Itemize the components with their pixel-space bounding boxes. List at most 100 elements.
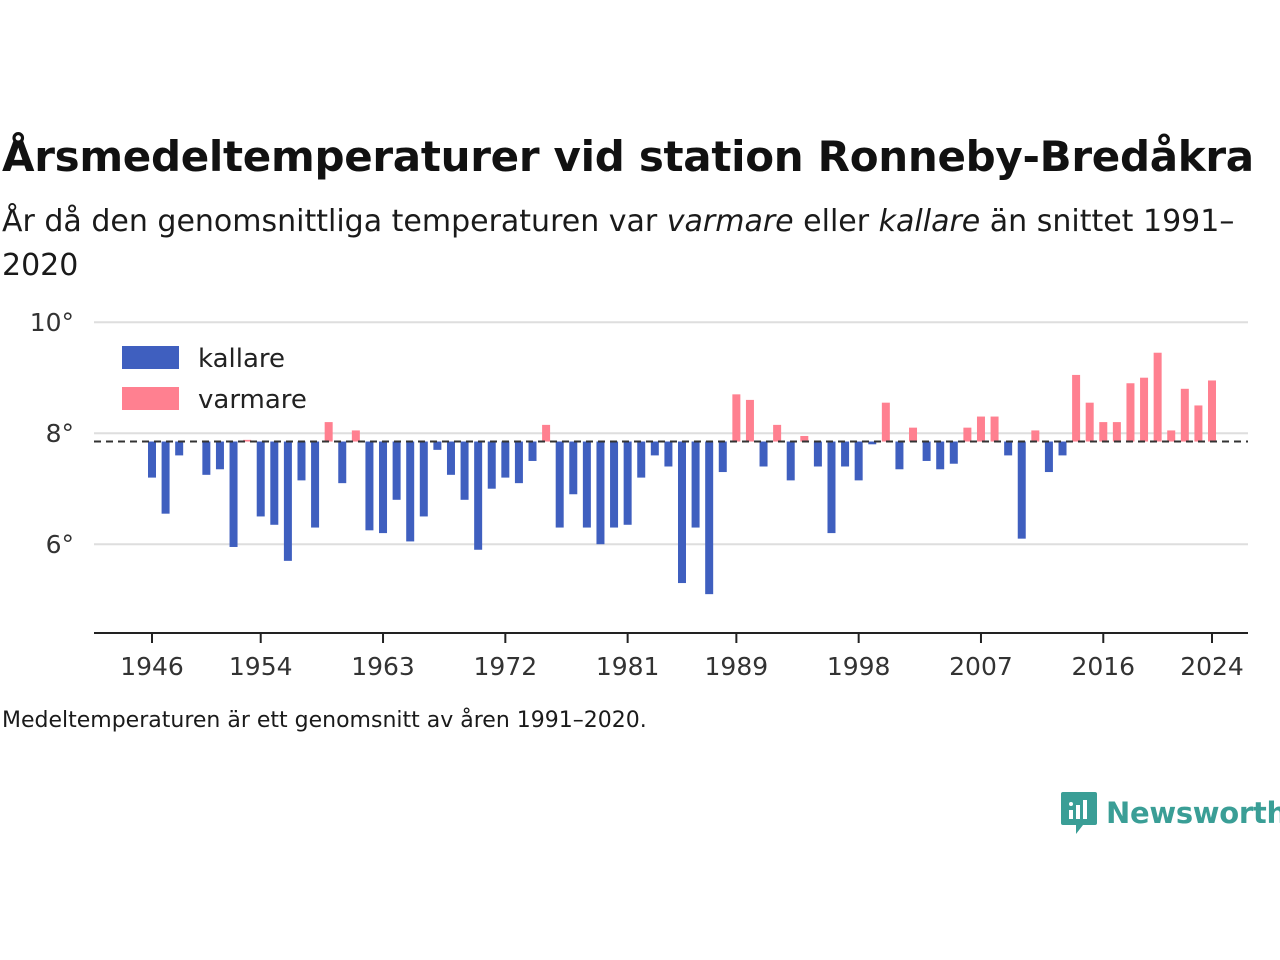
legend: kallare varmare [112, 340, 316, 422]
x-tick-label: 1998 [827, 652, 891, 681]
bar-2004 [936, 441, 945, 470]
bar-1966 [419, 441, 428, 517]
bar-2015 [1085, 402, 1094, 442]
bar-1962 [365, 441, 374, 531]
newsworthy-logo-text: Newsworthy [1106, 796, 1280, 830]
bar-1971 [487, 441, 496, 489]
bar-1955 [270, 441, 279, 525]
bar-2009 [1004, 441, 1013, 456]
bar-2022 [1180, 388, 1189, 442]
bar-1957 [297, 441, 306, 481]
bar-1948 [175, 441, 184, 456]
legend-label-kallare: kallare [198, 344, 285, 374]
bar-2021 [1167, 430, 1176, 442]
bar-1994 [800, 435, 809, 442]
bar-2013 [1058, 441, 1067, 456]
chart-title: Årsmedeltemperaturer vid station Ronneby… [2, 132, 1254, 181]
bar-2016 [1099, 422, 1108, 442]
bar-2003 [922, 441, 931, 461]
bar-1975 [542, 424, 551, 442]
bar-1992 [773, 424, 782, 442]
bar-1953 [243, 439, 252, 442]
bar-1985 [678, 441, 686, 584]
legend-swatch-kallare [122, 346, 179, 369]
subtitle-part-3: än snittet 1991–2020 [2, 204, 1235, 283]
bar-2000 [881, 402, 890, 442]
bar-1963 [379, 441, 388, 534]
y-tick-label: 8° [46, 419, 74, 448]
bar-1976 [555, 441, 564, 528]
bar-2012 [1044, 441, 1053, 473]
bar-1973 [514, 441, 523, 484]
bar-2008 [990, 416, 999, 442]
bar-1950 [202, 441, 211, 475]
bar-1984 [664, 441, 673, 467]
bar-2014 [1072, 374, 1081, 442]
y-axis-tick-labels: 6° 8° 10° [30, 308, 74, 559]
bar-2011 [1031, 430, 1040, 442]
bar-1982 [637, 441, 646, 478]
bar-1969 [460, 441, 469, 500]
bar-1972 [501, 441, 510, 478]
bar-1983 [650, 441, 659, 456]
bar-1995 [813, 441, 822, 467]
bar-1996 [827, 441, 836, 534]
bar-1956 [283, 441, 292, 561]
bar-1965 [406, 441, 415, 542]
newsworthy-chart-bubble-icon [1061, 792, 1097, 834]
bar-series [148, 352, 1216, 595]
subtitle-part-1: År då den genomsnittliga temperaturen va… [2, 204, 667, 239]
bar-1961 [351, 430, 360, 442]
bar-2023 [1194, 405, 1203, 442]
bar-2019 [1140, 377, 1149, 442]
bar-1954 [256, 441, 265, 517]
bar-1978 [582, 441, 591, 528]
bar-2018 [1126, 383, 1135, 442]
chart-subtitle: År då den genomsnittliga temperaturen va… [2, 200, 1242, 288]
bar-1952 [229, 441, 238, 547]
bar-1960 [338, 441, 347, 484]
x-tick-label: 1972 [474, 652, 538, 681]
x-tick-label: 1946 [120, 652, 184, 681]
bar-1980 [610, 441, 619, 528]
bar-1988 [718, 441, 727, 473]
bar-1991 [759, 441, 768, 467]
bar-1977 [569, 441, 578, 495]
subtitle-emphasis-colder: kallare [878, 204, 981, 239]
bar-1993 [786, 441, 795, 481]
bar-1999 [868, 441, 877, 445]
bar-2005 [949, 441, 958, 464]
bar-2006 [963, 427, 972, 442]
y-tick-label: 10° [30, 308, 74, 337]
x-tick-label: 2024 [1180, 652, 1244, 681]
temperature-bar-chart: 6° 8° 10° 1946 1954 1963 1972 1981 1989 1998 2007… [30, 308, 1248, 681]
bar-1964 [392, 441, 401, 500]
bar-1958 [311, 441, 320, 528]
bar-1946 [148, 441, 156, 478]
bar-1970 [474, 441, 483, 550]
x-tick-label: 2007 [949, 652, 1013, 681]
bar-2001 [895, 441, 904, 470]
bar-1989 [732, 394, 741, 442]
bar-1951 [215, 441, 224, 470]
y-tick-label: 6° [46, 530, 74, 559]
bar-1990 [745, 399, 754, 442]
bar-1979 [596, 441, 605, 545]
x-tick-label: 1954 [229, 652, 293, 681]
bar-1968 [446, 441, 455, 475]
bar-2007 [976, 416, 985, 442]
subtitle-emphasis-warmer: varmare [666, 204, 794, 239]
legend-swatch-varmare [122, 387, 179, 410]
bar-2024 [1208, 380, 1216, 442]
bar-1959 [324, 422, 333, 442]
bar-1981 [623, 441, 632, 525]
x-tick-label: 1963 [351, 652, 415, 681]
bar-1997 [841, 441, 850, 467]
bar-1998 [854, 441, 863, 481]
bar-2010 [1017, 441, 1026, 539]
bar-2020 [1153, 352, 1162, 442]
chart-footnote: Medeltemperaturen är ett genomsnitt av å… [2, 708, 647, 733]
bar-1967 [433, 441, 442, 450]
newsworthy-logo: Newsworthy [1058, 790, 1280, 836]
bar-2002 [909, 427, 918, 442]
